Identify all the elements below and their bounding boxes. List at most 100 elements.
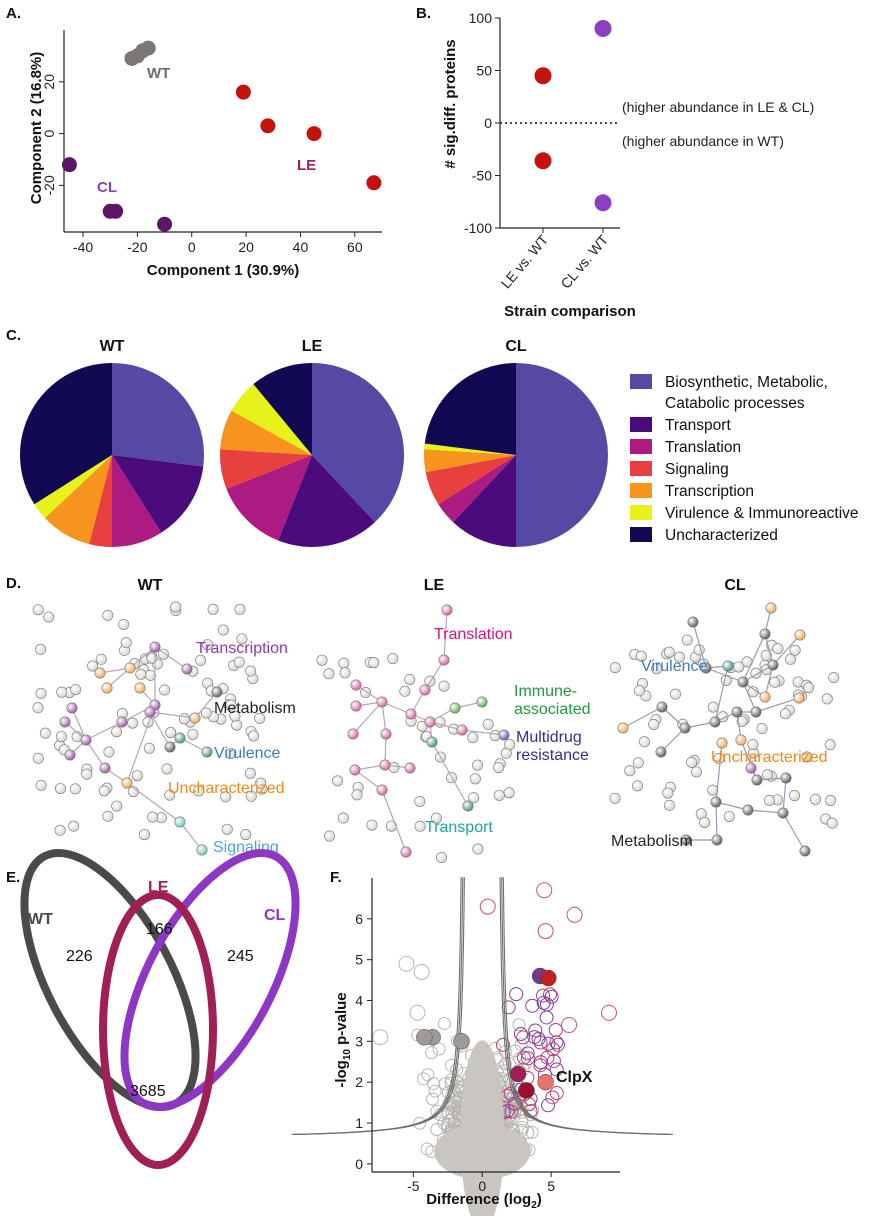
network-node-le bbox=[449, 702, 461, 714]
network-node-wt bbox=[116, 716, 128, 728]
network-edge bbox=[126, 782, 181, 823]
network-node-gray bbox=[81, 768, 93, 780]
network-node-gray bbox=[202, 639, 214, 651]
network-node-gray bbox=[472, 843, 484, 855]
network-node-gray bbox=[118, 618, 130, 630]
volcano-point-significant bbox=[536, 988, 551, 1003]
pca-y-axis-label: Component 2 (16.8%) bbox=[28, 52, 45, 205]
network-node-gray bbox=[691, 766, 703, 778]
network-node-gray bbox=[779, 708, 791, 720]
volcano-x-axis-label: Difference (log2) bbox=[426, 1191, 542, 1211]
network-node-gray bbox=[713, 752, 725, 764]
network-node-le bbox=[498, 729, 510, 741]
network-node-le bbox=[424, 716, 436, 728]
pie-slice-cl bbox=[438, 455, 516, 523]
network-node-gray bbox=[255, 777, 267, 789]
volcano-point-significant bbox=[520, 1051, 535, 1066]
network-node-gray bbox=[161, 763, 173, 775]
volcano-point-outlier bbox=[536, 882, 553, 899]
network-node-gray bbox=[635, 650, 647, 662]
network-label-le-transport: Transport bbox=[425, 819, 493, 836]
network-node-gray bbox=[127, 717, 139, 729]
network-node-wt bbox=[174, 816, 186, 828]
volcano-point-outlier bbox=[561, 1017, 578, 1033]
network-edge bbox=[431, 741, 469, 807]
pie-slice-cl bbox=[516, 363, 608, 547]
network-node-gray bbox=[170, 601, 182, 613]
network-edge bbox=[149, 711, 171, 748]
legend-swatch bbox=[630, 483, 652, 498]
network-node-cl bbox=[735, 734, 747, 746]
network-node-gray bbox=[493, 762, 505, 774]
volcano-point-outlier bbox=[566, 906, 583, 923]
network-node-le bbox=[438, 654, 450, 666]
panel-d-label: D. bbox=[6, 575, 21, 592]
volcano-point-significant bbox=[516, 1050, 531, 1065]
network-edge bbox=[622, 706, 663, 729]
network-node-gray bbox=[95, 653, 107, 665]
network-node-wt bbox=[134, 682, 146, 694]
network-node-cl bbox=[759, 628, 771, 640]
network-node-gray bbox=[493, 789, 505, 801]
network-node-gray bbox=[32, 752, 44, 764]
network-node-cl bbox=[687, 616, 699, 628]
legend-swatch bbox=[630, 374, 652, 389]
network-node-gray bbox=[632, 780, 644, 792]
network-node-gray bbox=[245, 665, 257, 677]
network-edge bbox=[149, 711, 196, 719]
volcano-point-significant bbox=[536, 995, 551, 1010]
network-node-wt bbox=[101, 682, 113, 694]
network-title-wt: WT bbox=[138, 577, 163, 594]
volcano-plot: -5 0 5 0 1 2 3 4 5 6 ClpX Difference (log2) -log1… bbox=[291, 877, 673, 1216]
network-node-gray bbox=[32, 604, 44, 616]
network-node-cl bbox=[793, 692, 805, 704]
network-node-gray bbox=[436, 852, 448, 864]
network-edge bbox=[782, 812, 806, 852]
network-node-gray bbox=[769, 676, 781, 688]
sig-diff-x-axis-label: Strain comparison bbox=[504, 303, 636, 320]
network-node-gray bbox=[482, 718, 494, 730]
network-node-gray bbox=[686, 756, 698, 768]
volcano-y-axis-label: -log10 p-value bbox=[333, 992, 353, 1087]
pie-slice-le bbox=[220, 449, 312, 489]
network-node-wt bbox=[59, 716, 71, 728]
volcano-point-background bbox=[432, 1042, 446, 1056]
pca-y-tick-label: 20 bbox=[41, 74, 57, 90]
pie-title-wt: WT bbox=[100, 338, 125, 355]
volcano-point-significant bbox=[528, 1023, 543, 1038]
network-node-cl bbox=[777, 807, 789, 819]
venn-count-cl: 245 bbox=[227, 948, 254, 965]
network-node-gray bbox=[339, 667, 351, 679]
volcano-point-highlighted bbox=[540, 969, 557, 987]
network-node-cl bbox=[711, 834, 723, 846]
network-node-le bbox=[426, 736, 438, 748]
network-node-cl bbox=[679, 722, 691, 734]
network-node-gray bbox=[803, 682, 815, 694]
volcano-point-outlier bbox=[600, 1004, 617, 1021]
venn-set-wt bbox=[20, 849, 200, 1111]
network-node-gray bbox=[784, 653, 796, 665]
network-edge bbox=[352, 701, 383, 735]
network-node-gray bbox=[316, 654, 328, 666]
network-node-gray bbox=[609, 662, 621, 674]
network-node-gray bbox=[733, 661, 745, 673]
network-edge bbox=[461, 729, 505, 736]
network-node-wt bbox=[181, 663, 193, 675]
volcano-point-significant bbox=[509, 987, 524, 1002]
network-node-gray bbox=[663, 799, 675, 811]
sig-diff-point bbox=[534, 67, 552, 85]
pie-slice-cl bbox=[424, 363, 516, 455]
sig-diff-x-tick-label: CL vs. WT bbox=[557, 231, 611, 291]
network-node-cl bbox=[759, 691, 771, 703]
network-node-gray bbox=[146, 652, 158, 664]
network-node-gray bbox=[789, 790, 801, 802]
pca-point-le bbox=[366, 175, 382, 191]
network-edge bbox=[424, 659, 445, 691]
network-node-gray bbox=[828, 672, 840, 684]
network-label-le-immune: Immune- bbox=[514, 683, 577, 700]
network-node-gray bbox=[756, 723, 768, 735]
pca-point-le bbox=[306, 126, 322, 142]
network-node-gray bbox=[438, 680, 450, 692]
network-node-gray bbox=[638, 736, 650, 748]
volcano-point-significant bbox=[548, 1022, 563, 1037]
